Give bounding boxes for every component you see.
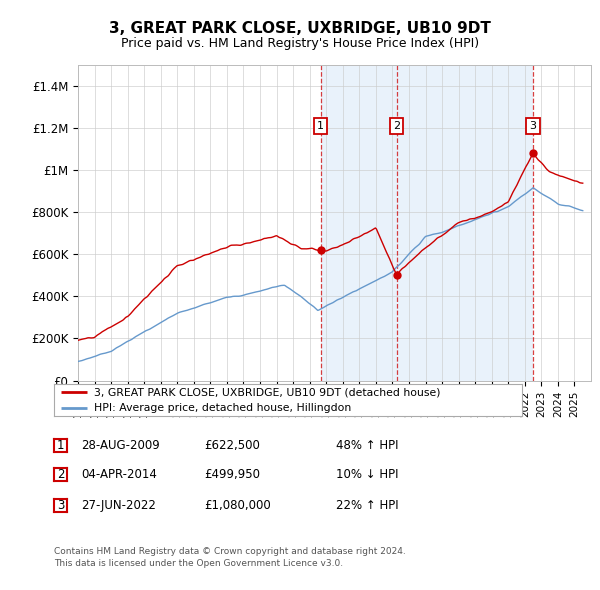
Text: 27-JUN-2022: 27-JUN-2022 xyxy=(81,499,156,512)
Text: This data is licensed under the Open Government Licence v3.0.: This data is licensed under the Open Gov… xyxy=(54,559,343,568)
Text: 2: 2 xyxy=(393,121,400,131)
Text: 1: 1 xyxy=(57,439,64,452)
Bar xyxy=(397,65,533,381)
Text: 28-AUG-2009: 28-AUG-2009 xyxy=(81,439,160,452)
Text: 3, GREAT PARK CLOSE, UXBRIDGE, UB10 9DT: 3, GREAT PARK CLOSE, UXBRIDGE, UB10 9DT xyxy=(109,21,491,35)
Text: 1: 1 xyxy=(317,121,324,131)
Text: Price paid vs. HM Land Registry's House Price Index (HPI): Price paid vs. HM Land Registry's House … xyxy=(121,37,479,50)
Text: Contains HM Land Registry data © Crown copyright and database right 2024.: Contains HM Land Registry data © Crown c… xyxy=(54,548,406,556)
Text: 10% ↓ HPI: 10% ↓ HPI xyxy=(336,468,398,481)
Text: £499,950: £499,950 xyxy=(204,468,260,481)
Text: 3, GREAT PARK CLOSE, UXBRIDGE, UB10 9DT (detached house): 3, GREAT PARK CLOSE, UXBRIDGE, UB10 9DT … xyxy=(94,387,440,397)
Text: 2: 2 xyxy=(57,468,64,481)
Text: HPI: Average price, detached house, Hillingdon: HPI: Average price, detached house, Hill… xyxy=(94,403,351,413)
Text: £622,500: £622,500 xyxy=(204,439,260,452)
Text: 3: 3 xyxy=(529,121,536,131)
Text: 04-APR-2014: 04-APR-2014 xyxy=(81,468,157,481)
Text: £1,080,000: £1,080,000 xyxy=(204,499,271,512)
Bar xyxy=(320,65,397,381)
Text: 3: 3 xyxy=(57,499,64,512)
Text: 48% ↑ HPI: 48% ↑ HPI xyxy=(336,439,398,452)
Text: 22% ↑ HPI: 22% ↑ HPI xyxy=(336,499,398,512)
